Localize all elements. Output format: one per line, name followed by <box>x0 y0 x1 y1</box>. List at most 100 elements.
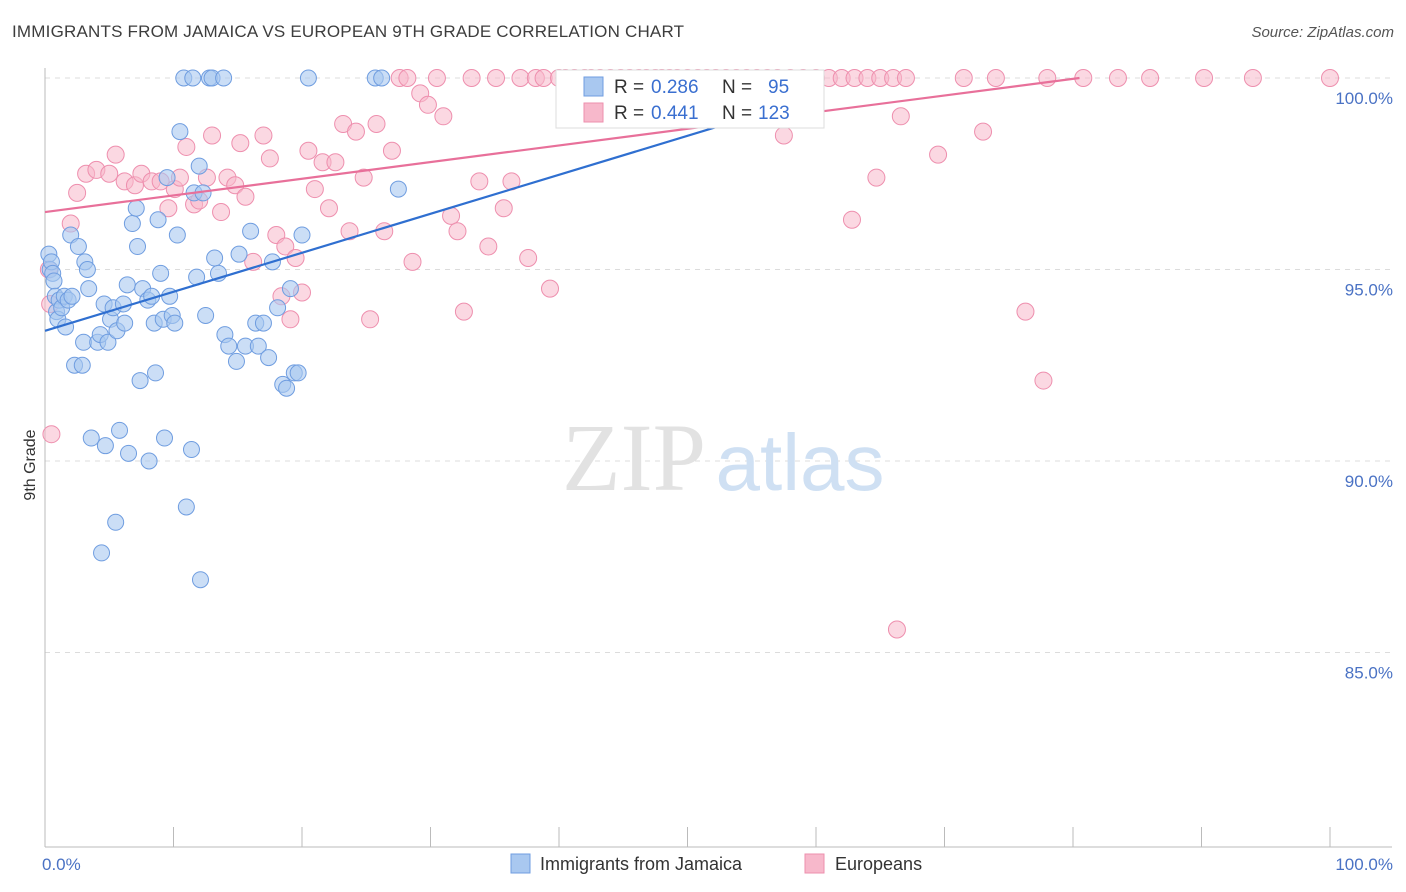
x-tick-label: 0.0% <box>42 855 81 874</box>
point-jamaica <box>120 444 138 462</box>
series-jamaica <box>40 69 407 589</box>
point-jamaica <box>215 69 233 87</box>
point-jamaica <box>69 238 87 256</box>
point-europeans <box>842 210 861 229</box>
point-jamaica <box>99 333 117 351</box>
point-europeans <box>427 69 446 87</box>
chart-title: IMMIGRANTS FROM JAMAICA VS EUROPEAN 9TH … <box>12 22 685 41</box>
point-jamaica <box>281 280 299 298</box>
legend-top-swatch-pink <box>583 102 604 123</box>
point-jamaica <box>299 69 317 87</box>
point-jamaica <box>123 215 141 233</box>
point-jamaica <box>45 272 63 290</box>
legend-top-r-label-2: R = <box>614 103 644 124</box>
point-europeans <box>462 69 481 87</box>
point-europeans <box>774 126 793 145</box>
point-jamaica <box>75 333 93 351</box>
point-europeans <box>887 620 906 639</box>
point-jamaica <box>254 314 272 332</box>
point-europeans <box>511 69 530 87</box>
legend-top-n-label-2: N = <box>722 103 752 124</box>
tick-labels: 85.0% 90.0% 95.0% 100.0% 0.0% 100.0% <box>42 89 1393 874</box>
point-jamaica <box>249 337 267 355</box>
point-jamaica <box>373 69 391 87</box>
point-europeans <box>403 252 422 271</box>
y-tick-label: 90.0% <box>1345 472 1393 491</box>
point-europeans <box>159 199 178 218</box>
point-europeans <box>1243 69 1262 87</box>
point-europeans <box>382 141 401 160</box>
point-europeans <box>260 149 279 168</box>
point-jamaica <box>227 352 245 370</box>
point-jamaica <box>129 238 147 256</box>
watermark-atlas: atlas <box>716 418 885 507</box>
point-jamaica <box>111 421 129 439</box>
point-europeans <box>1108 69 1127 87</box>
trend-line-jamaica <box>44 115 753 332</box>
point-europeans <box>276 237 295 256</box>
y-axis-label: 9th Grade <box>22 429 39 500</box>
point-europeans <box>954 69 973 87</box>
axes <box>44 68 1392 848</box>
point-europeans <box>177 137 196 156</box>
legend-top-r-value-2: 0.441 <box>651 103 699 124</box>
point-jamaica <box>118 276 136 294</box>
legend-swatch-europeans <box>804 853 825 874</box>
point-europeans <box>231 134 250 153</box>
legend-top: R = 0.286 N = 95 R = 0.441 N = 123 <box>555 69 825 129</box>
point-europeans <box>896 69 915 87</box>
point-jamaica <box>177 498 195 516</box>
point-europeans <box>346 122 365 141</box>
legend-top-n-label-1: N = <box>722 77 752 98</box>
point-jamaica <box>152 264 170 282</box>
legend-bottom: Immigrants from Jamaica Europeans <box>510 853 922 874</box>
point-jamaica <box>206 249 224 267</box>
point-jamaica <box>230 245 248 263</box>
point-jamaica <box>80 280 98 298</box>
point-europeans <box>541 279 560 298</box>
point-europeans <box>418 95 437 114</box>
point-jamaica <box>269 299 287 317</box>
point-jamaica <box>147 364 165 382</box>
point-jamaica <box>293 226 311 244</box>
y-tick-label: 95.0% <box>1345 281 1393 300</box>
point-jamaica <box>116 314 134 332</box>
point-jamaica <box>171 123 189 141</box>
point-europeans <box>1034 371 1053 390</box>
y-tick-label: 85.0% <box>1345 664 1393 683</box>
point-jamaica <box>191 571 209 589</box>
legend-label-jamaica: Immigrants from Jamaica <box>540 854 743 874</box>
point-europeans <box>106 145 125 164</box>
point-europeans <box>361 310 380 329</box>
point-jamaica <box>107 513 125 531</box>
point-europeans <box>1321 69 1339 87</box>
point-jamaica <box>289 364 307 382</box>
trend-lines <box>44 76 1080 332</box>
point-europeans <box>867 168 886 187</box>
point-europeans <box>1195 69 1214 87</box>
point-europeans <box>254 126 273 145</box>
x-tick-label: 100.0% <box>1335 855 1393 874</box>
point-europeans <box>891 107 910 126</box>
y-tick-label: 100.0% <box>1335 89 1393 108</box>
point-europeans <box>434 107 453 126</box>
point-jamaica <box>93 544 111 562</box>
grid-lines <box>45 77 1392 653</box>
point-jamaica <box>260 349 278 367</box>
point-jamaica <box>389 180 407 198</box>
legend-top-r-label-1: R = <box>614 77 644 98</box>
point-jamaica <box>140 452 158 470</box>
point-europeans <box>479 237 498 256</box>
point-jamaica <box>82 429 100 447</box>
point-europeans <box>1016 302 1035 321</box>
point-europeans <box>212 203 231 222</box>
point-jamaica <box>127 199 145 217</box>
point-europeans <box>354 168 373 187</box>
legend-top-n-value-2: 123 <box>758 103 790 124</box>
point-europeans <box>367 114 386 133</box>
point-jamaica <box>63 287 81 305</box>
point-europeans <box>974 122 993 141</box>
point-europeans <box>398 69 417 87</box>
point-europeans <box>1141 69 1160 87</box>
